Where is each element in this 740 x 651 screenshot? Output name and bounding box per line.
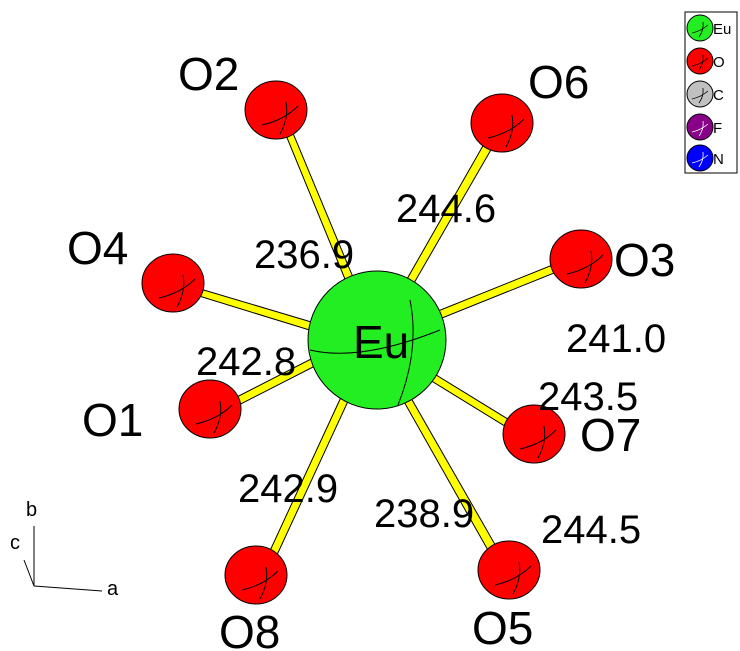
- legend-label-f: F: [713, 120, 722, 137]
- legend: Eu O C F N: [684, 11, 738, 174]
- label-o4: O4: [67, 222, 128, 274]
- oxygen-atoms: [141, 80, 613, 605]
- axis-a-line: [33, 585, 103, 592]
- bond-length-o2: 236.9: [254, 233, 354, 277]
- atom-o3: [549, 229, 613, 289]
- legend-item-n: N: [686, 144, 724, 172]
- label-o6: O6: [528, 56, 589, 108]
- legend-label-eu: Eu: [713, 21, 731, 38]
- bonds: [196, 125, 565, 571]
- atom-o5: [477, 540, 541, 600]
- axis-c-line: [23, 559, 35, 587]
- axis-c-label: c: [10, 532, 20, 554]
- label-o1: O1: [82, 394, 143, 446]
- label-o8: O8: [219, 606, 280, 651]
- bond-length-o1: 242.8: [196, 340, 296, 384]
- bond-length-labels: 236.9 244.6 241.0 242.8 243.5 242.9 238.…: [196, 187, 666, 552]
- label-o2: O2: [178, 48, 239, 100]
- atom-o1: [178, 379, 242, 439]
- label-o5: O5: [472, 602, 533, 651]
- legend-label-c: C: [713, 87, 724, 104]
- atom-o6: [470, 93, 534, 153]
- atom-o7: [502, 404, 566, 464]
- legend-item-f: F: [686, 113, 722, 141]
- legend-item-eu: Eu: [686, 14, 731, 42]
- atom-o8: [224, 545, 288, 605]
- axis-b-label: b: [26, 499, 37, 521]
- bond-eu-o3: [437, 261, 565, 319]
- bond-length-o6: 244.6: [396, 187, 496, 231]
- bond-length-o5: 238.9: [374, 492, 474, 536]
- bond-length-o3: 241.0: [566, 317, 666, 361]
- legend-item-o: O: [686, 47, 725, 75]
- bond-eu-o4: [196, 287, 319, 333]
- atom-o4: [141, 253, 205, 313]
- bond-length-o7: 243.5: [538, 375, 638, 419]
- label-o3: O3: [614, 234, 675, 286]
- axis-indicator: [23, 526, 103, 592]
- legend-item-c: C: [686, 80, 724, 108]
- label-eu: Eu: [353, 316, 409, 368]
- axis-a-label: a: [107, 578, 119, 600]
- bond-length-extra: 244.5: [541, 508, 641, 552]
- bond-length-o8: 242.9: [238, 467, 338, 511]
- atom-o2: [244, 80, 308, 140]
- legend-label-o: O: [713, 54, 725, 71]
- legend-label-n: N: [713, 151, 724, 168]
- atom-labels: Eu O2 O6 O4 O3 O1 O7 O8 O5: [67, 48, 675, 651]
- label-o7: O7: [580, 409, 641, 461]
- atom-eu: [307, 270, 447, 410]
